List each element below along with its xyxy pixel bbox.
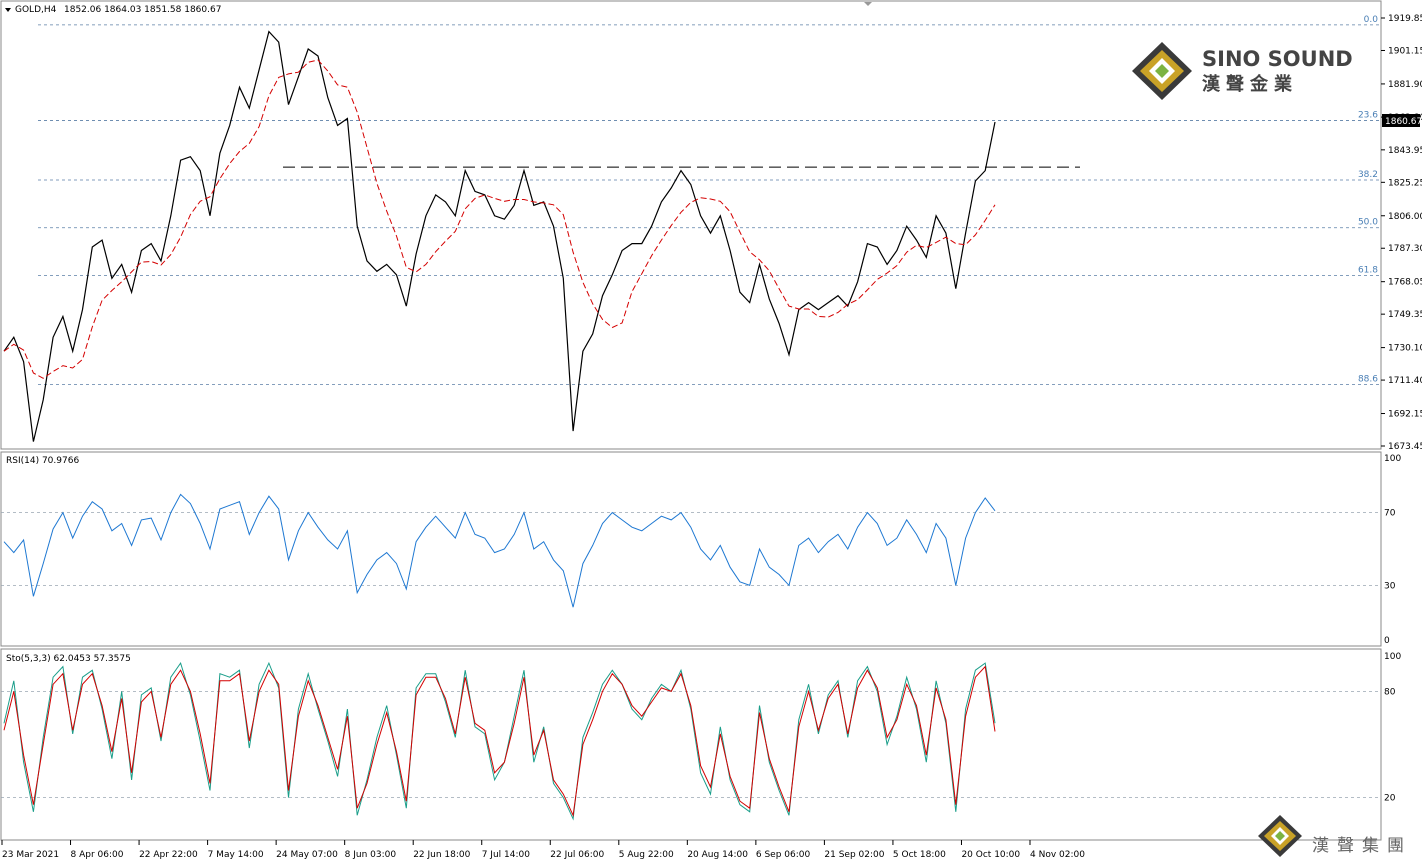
current-price-marker [1382,114,1420,127]
logo-chinese: 漢聲金業 [1202,73,1298,95]
price-tick-label: 1711.40 [1388,376,1422,386]
x-tick-label: 4 Nov 02:00 [1030,850,1085,860]
price-tick-label: 1825.25 [1388,178,1422,188]
price-tick-label: 1806.00 [1388,212,1422,222]
symbol-label: GOLD,H4 [15,5,57,15]
x-tick-label: 7 May 14:00 [208,850,264,860]
watermark-logo: 漢聲集團 [1258,815,1412,857]
rsi-tick-label: 100 [1384,454,1401,464]
x-tick-label: 5 Oct 18:00 [893,850,946,860]
watermark-chinese: 漢聲集團 [1312,836,1412,856]
price-tick-label: 1881.90 [1388,80,1422,90]
current-price-label: 1860.67 [1385,117,1422,127]
price-tick-label: 1919.85 [1388,14,1422,24]
x-tick-label: 8 Apr 06:00 [71,850,124,860]
fibo-level-label: 0.0 [1364,15,1379,25]
price-tick-label: 1768.05 [1388,278,1422,288]
x-tick-label: 22 Apr 22:00 [139,850,198,860]
rsi-tick-label: 0 [1384,636,1390,646]
stoch-tick-label: 80 [1384,687,1396,697]
rsi-tick-label: 30 [1384,581,1396,591]
price-tick-label: 1749.35 [1388,310,1422,320]
rsi-series-line [3,493,996,608]
stoch-main-series-line [3,661,996,821]
ohlc-label: 1852.06 1864.03 1851.58 1860.67 [64,5,221,15]
sino-sound-logo: SINO SOUND 漢聲金業 [1132,42,1353,100]
scroll-marker-icon[interactable] [864,2,872,6]
price-series-line [3,30,996,442]
price-tick-label: 1901.15 [1388,46,1422,56]
fibo-level-label: 61.8 [1358,266,1378,276]
price-tick-label: 1673.45 [1388,442,1422,452]
stoch-signal-series-line [3,665,996,818]
x-tick-label: 6 Sep 06:00 [756,850,811,860]
price-tick-label: 1730.10 [1388,344,1422,354]
fibo-level-label: 38.2 [1358,170,1378,180]
price-tick-label: 1843.95 [1388,146,1422,156]
moving-average-line [3,59,996,379]
fibo-level-label: 50.0 [1358,218,1378,228]
stoch-tick-label: 100 [1384,652,1401,662]
x-tick-label: 8 Jun 03:00 [345,850,397,860]
rsi-label: RSI(14) 70.9766 [6,456,79,466]
fibo-level-label: 88.6 [1358,375,1378,385]
fibo-level-label: 23.6 [1358,111,1378,121]
stoch-panel[interactable] [0,648,1382,841]
stoch-label: Sto(5,3,3) 62.0453 57.3575 [6,654,131,664]
x-tick-label: 7 Jul 14:00 [482,850,531,860]
price-tick-label: 1692.15 [1388,410,1422,420]
x-tick-label: 23 Mar 2021 [2,850,59,860]
x-tick-label: 20 Oct 10:00 [961,850,1020,860]
rsi-panel[interactable] [0,451,1382,647]
x-tick-label: 21 Sep 02:00 [824,850,884,860]
chevron-down-icon[interactable] [5,8,11,12]
x-tick-label: 20 Aug 14:00 [687,850,748,860]
x-tick-label: 22 Jun 18:00 [413,850,470,860]
price-tick-label: 1787.30 [1388,244,1422,254]
x-tick-label: 24 May 07:00 [276,850,338,860]
rsi-tick-label: 70 [1384,509,1396,519]
logo-name: SINO SOUND [1202,47,1353,71]
stoch-tick-label: 20 [1384,794,1396,804]
x-tick-label: 22 Jul 06:00 [550,850,604,860]
x-tick-label: 5 Aug 22:00 [619,850,674,860]
